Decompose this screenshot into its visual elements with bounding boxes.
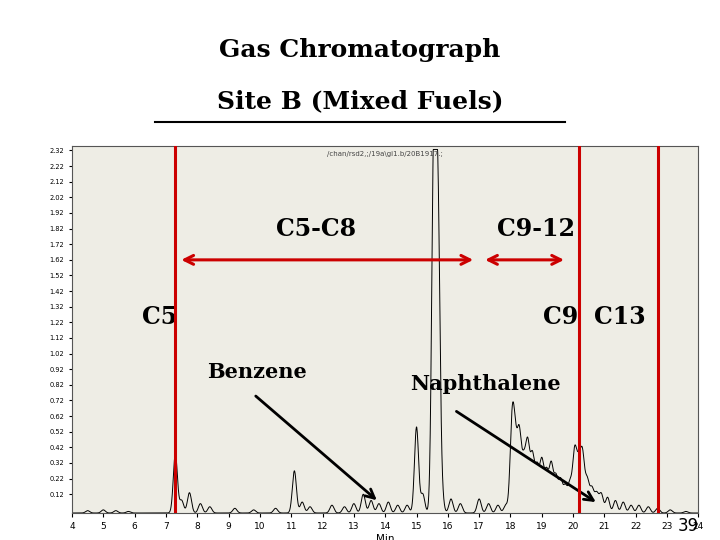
Text: Site B (Mixed Fuels): Site B (Mixed Fuels) — [217, 89, 503, 113]
Text: C5: C5 — [142, 305, 177, 329]
Text: C9-12: C9-12 — [497, 217, 575, 241]
Text: 39: 39 — [678, 517, 698, 535]
Text: C9: C9 — [543, 305, 578, 329]
Text: Naphthalene: Naphthalene — [410, 374, 561, 394]
Text: /chan/rsd2,;/19a\gi1.b/20B1917.;: /chan/rsd2,;/19a\gi1.b/20B1917.; — [328, 151, 443, 157]
Text: Benzene: Benzene — [207, 362, 307, 382]
X-axis label: Min: Min — [376, 534, 395, 540]
Text: C13: C13 — [593, 305, 645, 329]
Text: Gas Chromatograph: Gas Chromatograph — [220, 38, 500, 62]
Text: C5-C8: C5-C8 — [276, 217, 356, 241]
